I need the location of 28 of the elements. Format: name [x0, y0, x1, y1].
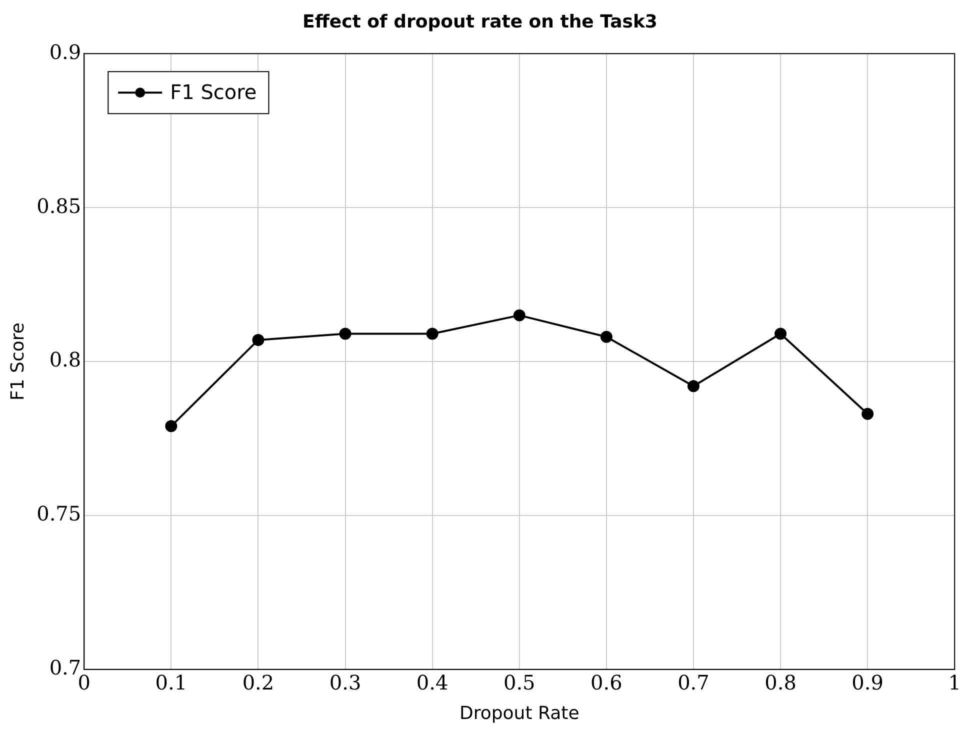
x-tick-label: 0.5 — [503, 670, 536, 695]
point — [339, 328, 352, 340]
point — [165, 420, 178, 432]
x-tick-label: 0.3 — [329, 670, 362, 695]
point — [513, 309, 526, 322]
x-tick-label: 0.8 — [764, 670, 796, 695]
x-tick-label: 0 — [78, 670, 90, 695]
x-tick-label: 0.9 — [852, 670, 884, 695]
point — [774, 328, 787, 340]
x-axis-title: Dropout Rate — [459, 702, 580, 724]
point — [426, 328, 438, 340]
x-tick-label: 1 — [948, 670, 962, 695]
point — [252, 334, 264, 346]
y-tick-label: 0.9 — [49, 40, 82, 64]
y-tick-label: 0.75 — [36, 502, 82, 526]
x-tick-label: 0.1 — [155, 670, 188, 695]
point — [862, 408, 874, 420]
legend-label: F1 Score — [170, 80, 257, 104]
chart-title: Effect of dropout rate on the Task3 — [302, 11, 658, 32]
x-tick-label: 0.4 — [416, 670, 448, 695]
y-tick-label: 0.85 — [36, 194, 82, 218]
x-tick-label: 0.7 — [678, 670, 710, 695]
x-tick-label: 0.6 — [590, 670, 622, 695]
point — [687, 380, 700, 392]
y-tick-label: 0.8 — [49, 348, 82, 372]
point — [600, 330, 612, 343]
y-axis-title: F1 Score — [7, 322, 28, 400]
x-tick-label: 0.2 — [242, 670, 274, 695]
